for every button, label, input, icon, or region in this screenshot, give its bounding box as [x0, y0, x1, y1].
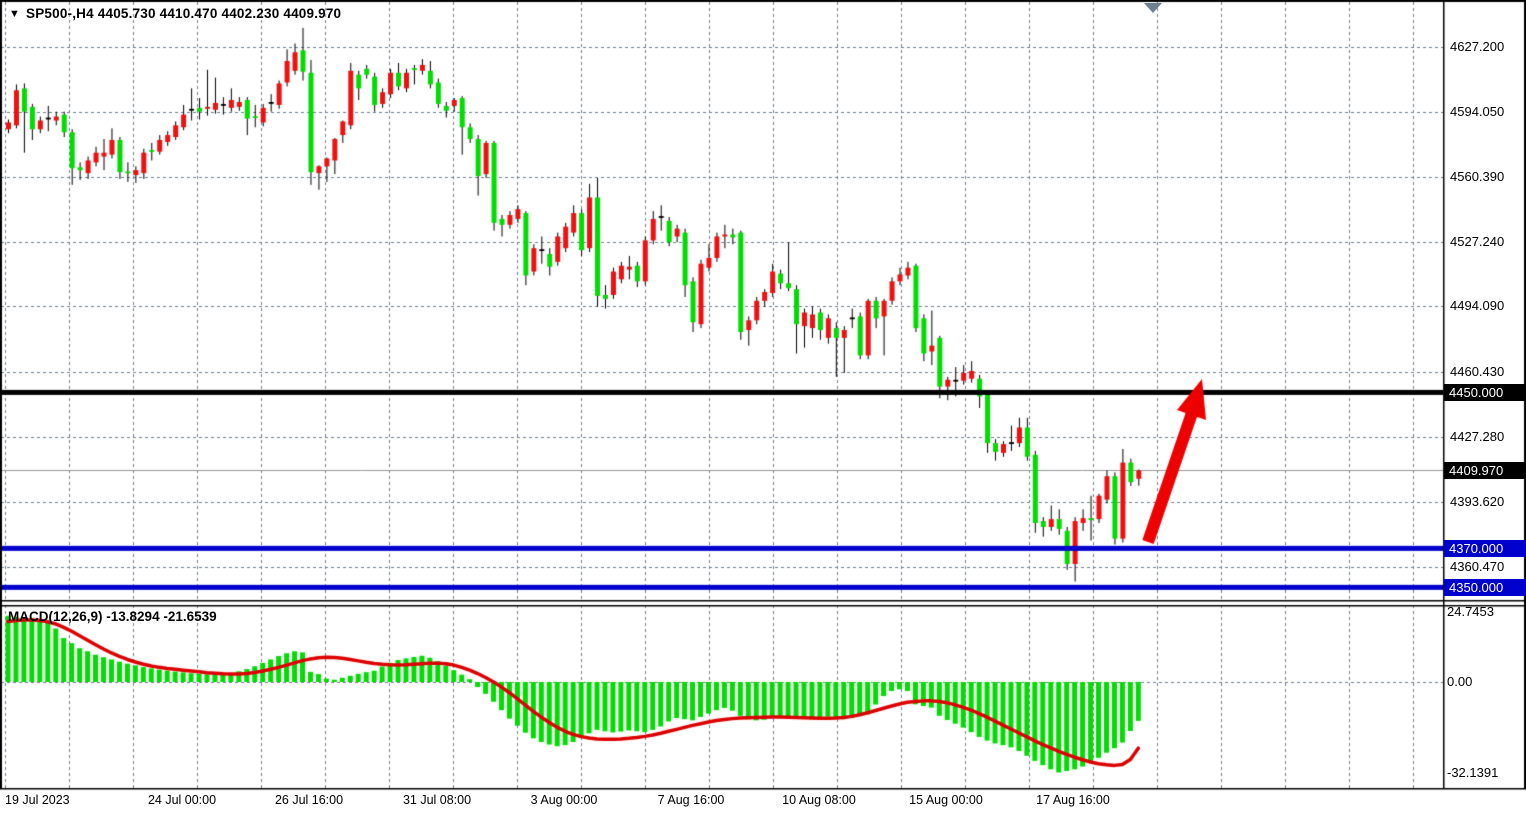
symbol-dropdown-triangle-icon[interactable]: ▼ [9, 8, 20, 20]
price-axis-label: 4460.430 [1450, 364, 1505, 380]
chart-shift-triangle-icon[interactable] [1144, 3, 1162, 13]
price-axis-label: 4494.090 [1450, 298, 1505, 314]
price-axis-label: 4393.620 [1450, 494, 1505, 510]
time-label: 17 Aug 16:00 [1036, 793, 1110, 807]
time-label: 15 Aug 00:00 [909, 793, 983, 807]
price-level-badge: 4450.000 [1444, 384, 1526, 402]
price-axis-label: 4527.240 [1450, 233, 1505, 249]
time-label: 10 Aug 08:00 [782, 793, 856, 807]
symbol-ohlc-title: SP500-,H4 4405.730 4410.470 4402.230 440… [26, 6, 342, 21]
price-level-badge: 4350.000 [1444, 579, 1526, 597]
macd-indicator-label: MACD(12,26,9) -13.8294 -21.6539 [8, 609, 217, 624]
macd-axis-label: 0.00 [1447, 674, 1473, 689]
time-label: 26 Jul 16:00 [274, 793, 344, 807]
time-label: 31 Jul 08:00 [402, 793, 472, 807]
price-level-badge: 4409.970 [1444, 462, 1526, 480]
time-label: 19 Jul 2023 [5, 793, 70, 807]
time-label: 7 Aug 16:00 [657, 793, 725, 807]
price-axis-label: 4360.470 [1450, 558, 1505, 574]
price-axis-label: 4627.200 [1450, 39, 1505, 54]
macd-axis-label: -32.1391 [1447, 764, 1499, 780]
time-label: 3 Aug 00:00 [530, 793, 598, 807]
price-axis-label: 4594.050 [1450, 103, 1505, 119]
price-level-badge: 4370.000 [1444, 540, 1526, 558]
price-axis-label: 4427.280 [1450, 428, 1505, 444]
price-axis-label: 4560.390 [1450, 169, 1505, 185]
macd-axis-label: 24.7453 [1447, 604, 1494, 620]
time-label: 24 Jul 00:00 [147, 793, 217, 807]
